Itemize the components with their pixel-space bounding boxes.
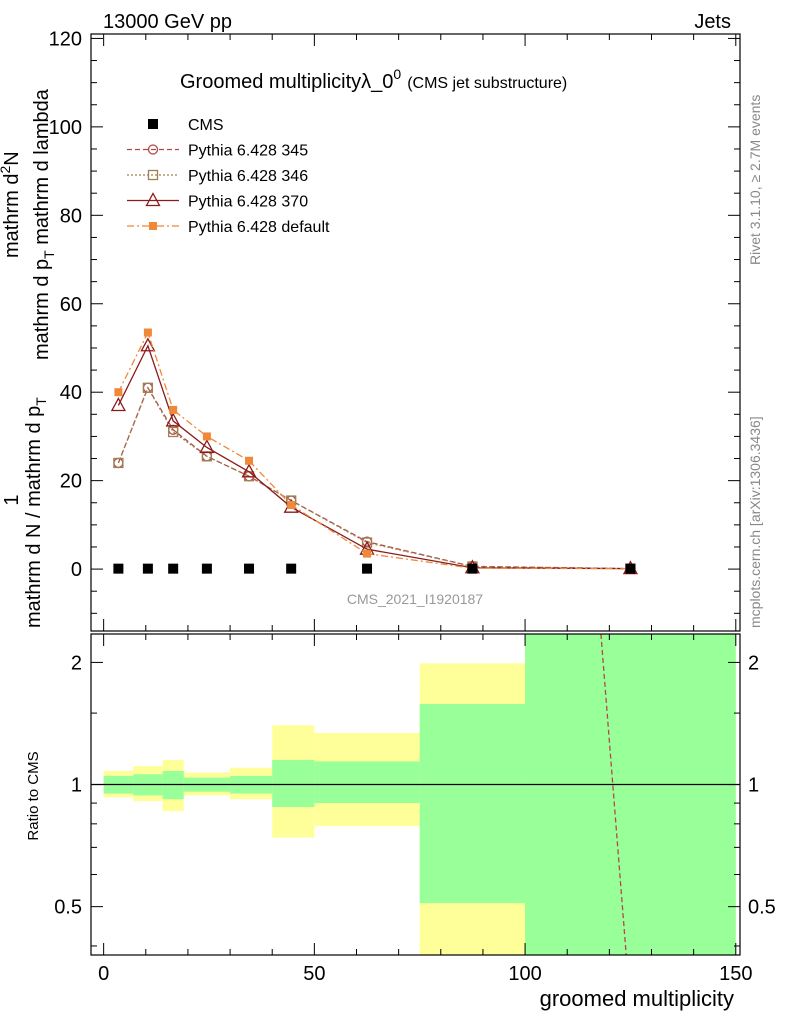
ylabel-fraction-1: 1 (1, 494, 23, 505)
main-ytick-label: 100 (49, 117, 82, 139)
ratio-ylabel: Ratio to CMS (25, 751, 42, 840)
main-frame (90, 33, 741, 632)
series-line-pythia-6-428-345 (117, 386, 631, 570)
data-point-pythia-6-428-default (202, 432, 211, 441)
xtick-label: 50 (303, 963, 325, 985)
legend-marker-pythia-6-428-370 (145, 192, 161, 207)
main-ytick-label: 20 (60, 471, 82, 493)
ylabel-den-line: mathrm d pT mathrm d lambda (31, 88, 57, 360)
data-point-pythia-6-428-346 (113, 457, 124, 469)
data-point-cms (113, 563, 124, 574)
data-point-pythia-6-428-370 (110, 397, 126, 412)
legend-label-cms: CMS (188, 117, 224, 134)
series-line-pythia-6-428-346 (117, 386, 631, 570)
data-point-pythia-6-428-346 (168, 426, 179, 438)
legend-marker-cms (148, 119, 158, 129)
data-point-pythia-6-428-370 (140, 337, 156, 352)
series-line-pythia-6-428-370 (117, 344, 631, 570)
header-right: Jets (694, 11, 731, 33)
data-point-pythia-6-428-default (363, 549, 372, 558)
legend-marker-pythia-6-428-345 (147, 144, 159, 155)
data-point-cms (201, 563, 212, 574)
xaxis-label: groomed multiplicity (540, 986, 734, 1011)
data-point-cms (168, 563, 179, 574)
mcplots-label: mcplots.cern.ch [arXiv:1306.3436] (747, 416, 763, 628)
xtick-label: 150 (719, 963, 752, 985)
data-point-pythia-6-428-default (143, 328, 152, 337)
data-point-pythia-6-428-370 (165, 412, 181, 427)
main-ytick-label: 0 (71, 559, 82, 581)
legend-marker-pythia-6-428-346 (147, 169, 159, 181)
watermark-label: CMS_2021_I1920187 (347, 591, 483, 607)
xtick-label: 100 (508, 963, 541, 985)
data-point-cms (362, 563, 373, 574)
main-ytick-label: 120 (49, 28, 82, 50)
data-point-cms (142, 563, 153, 574)
data-point-cms (244, 563, 255, 574)
data-point-pythia-6-428-default (245, 456, 254, 465)
data-point-cms (467, 563, 478, 574)
ratio-ytick-label: 2 (71, 652, 82, 674)
series-line-pythia-6-428-default (117, 330, 631, 570)
data-point-pythia-6-428-370 (199, 439, 215, 454)
main-ytick-label: 40 (60, 382, 82, 404)
stat-uncertainty-band (525, 634, 736, 955)
data-point-pythia-6-428-default (169, 405, 178, 414)
data-point-pythia-6-428-346 (361, 537, 373, 548)
ratio-ytick-label-right: 0.5 (748, 897, 776, 919)
legend-label-pythia-6-428-370: Pythia 6.428 370 (188, 194, 308, 211)
ratio-line-pythia-345 (600, 633, 627, 956)
stat-uncertainty-band (314, 761, 420, 804)
legend-label-pythia-6-428-345: Pythia 6.428 345 (188, 143, 308, 160)
main-ylabel: 1 mathrm d N / mathrm d pT mathrm d2N ma… (0, 88, 57, 628)
legend-marker-pythia-6-428-default (149, 222, 157, 230)
ratio-ytick-label-right: 2 (748, 652, 759, 674)
data-point-pythia-6-428-default (287, 500, 296, 509)
data-point-pythia-6-428-370 (241, 463, 257, 478)
chart-title: Groomed multiplicityλ_00(CMS jet substru… (180, 66, 567, 93)
stat-uncertainty-band (272, 759, 315, 808)
ylabel-denominator: mathrm d N / mathrm d pT (23, 397, 49, 628)
ratio-frame (90, 633, 741, 956)
data-point-cms (625, 563, 636, 574)
ratio-ytick-label: 0.5 (54, 897, 82, 919)
xtick-label: 0 (98, 963, 109, 985)
ratio-ytick-label: 1 (71, 775, 82, 797)
main-ytick-label: 60 (60, 294, 82, 316)
rivet-label: Rivet 3.1.10, ≥ 2.7M events (747, 95, 763, 265)
main-ytick-label: 80 (60, 205, 82, 227)
main-panel: 0 20 40 60 80 100 120 Groomed multiplicityλ_00(… (49, 28, 741, 632)
data-point-pythia-6-428-default (114, 388, 123, 397)
ylabel-numerator: mathrm d2N (0, 151, 23, 258)
data-point-pythia-6-428-346 (201, 451, 213, 462)
stat-uncertainty-band (419, 703, 526, 904)
header-left: 13000 GeV pp (103, 11, 232, 33)
legend-label-pythia-6-428-default: Pythia 6.428 default (188, 219, 330, 236)
data-point-cms (286, 563, 297, 574)
ratio-ytick-label-right: 1 (748, 775, 759, 797)
legend-label-pythia-6-428-346: Pythia 6.428 346 (188, 168, 308, 185)
data-point-pythia-6-428-346 (142, 382, 154, 393)
